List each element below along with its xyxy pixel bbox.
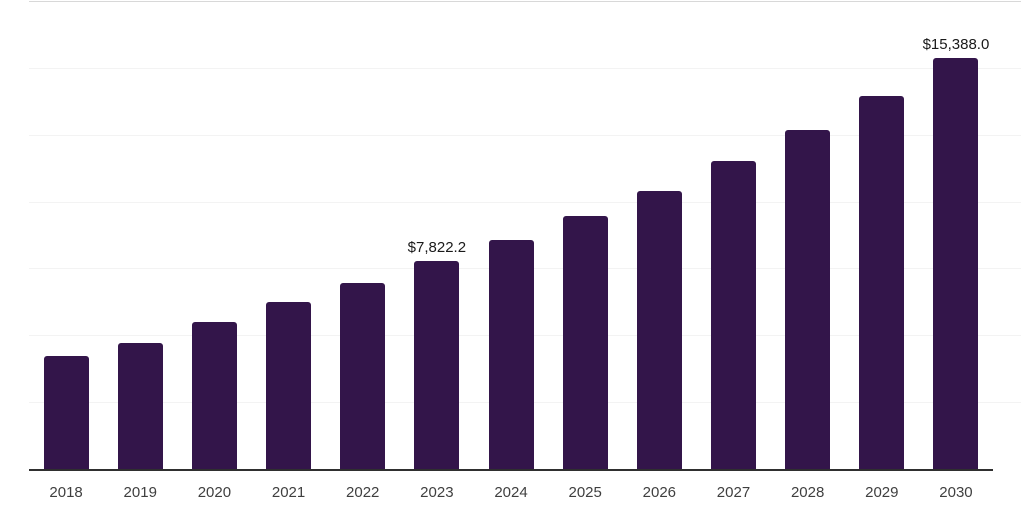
gridline [29, 201, 1021, 203]
gridline [29, 67, 1021, 69]
plot-area: $7,822.2 $15,388.0 [29, 2, 993, 470]
bar-cell-2025 [548, 2, 622, 470]
x-axis-label-2029: 2029 [865, 484, 899, 501]
x-axis-label-2028: 2028 [790, 484, 825, 501]
x-axis-label-2030: 2030 [939, 484, 973, 501]
bar-cell-2023: $7,822.2 [400, 2, 474, 470]
x-axis-label-2018: 2018 [49, 484, 83, 501]
x-axis-label-2024: 2024 [494, 484, 528, 501]
bar-cell-2028 [771, 2, 845, 470]
bar-cell-2022 [326, 2, 400, 470]
x-axis-label-2025: 2025 [568, 484, 602, 501]
bar-cell-2026 [622, 2, 696, 470]
bar-2020 [191, 322, 237, 470]
bar-2018 [43, 355, 89, 470]
x-axis-labels: 2018 2019 2020 2021 2022 2023 2024 2025 2026 2027… [29, 484, 993, 501]
x-axis-label-2027: 2027 [716, 484, 751, 501]
bar-2027 [710, 160, 756, 470]
bar-cell-2021 [251, 2, 325, 470]
bar-cell-2020 [177, 2, 251, 470]
top-border-gridline [29, 1, 1021, 2]
bar-cell-2024 [474, 2, 548, 470]
x-axis-line [29, 469, 993, 471]
bar-2023: $7,822.2 [408, 239, 466, 470]
gridline [29, 134, 1021, 136]
bar-2030: $15,388.0 [923, 36, 989, 470]
bar-cell-2018 [29, 2, 103, 470]
x-axis-label-2021: 2021 [271, 484, 306, 501]
bar-cell-2029 [845, 2, 919, 470]
x-axis-label-2022: 2022 [346, 484, 380, 501]
value-label-2023: $7,822.2 [407, 238, 467, 256]
x-axis-label-2020: 2020 [197, 484, 232, 501]
bar-cell-2027 [696, 2, 770, 470]
x-axis-label-2019: 2019 [123, 484, 157, 501]
x-axis-label-2023: 2023 [420, 484, 454, 501]
bar-2019 [117, 343, 163, 470]
bar-2024 [488, 239, 534, 470]
bar-2025 [562, 216, 608, 470]
bar-2026 [636, 190, 682, 470]
value-label-2030: $15,388.0 [922, 36, 990, 54]
bar-2022 [340, 282, 386, 470]
x-axis-label-2026: 2026 [642, 484, 677, 501]
bar-cell-2019 [103, 2, 177, 470]
bar-cell-2030: $15,388.0 [919, 2, 993, 470]
bar-2021 [266, 301, 312, 470]
bar-2029 [859, 95, 905, 470]
bar-2028 [785, 130, 831, 470]
